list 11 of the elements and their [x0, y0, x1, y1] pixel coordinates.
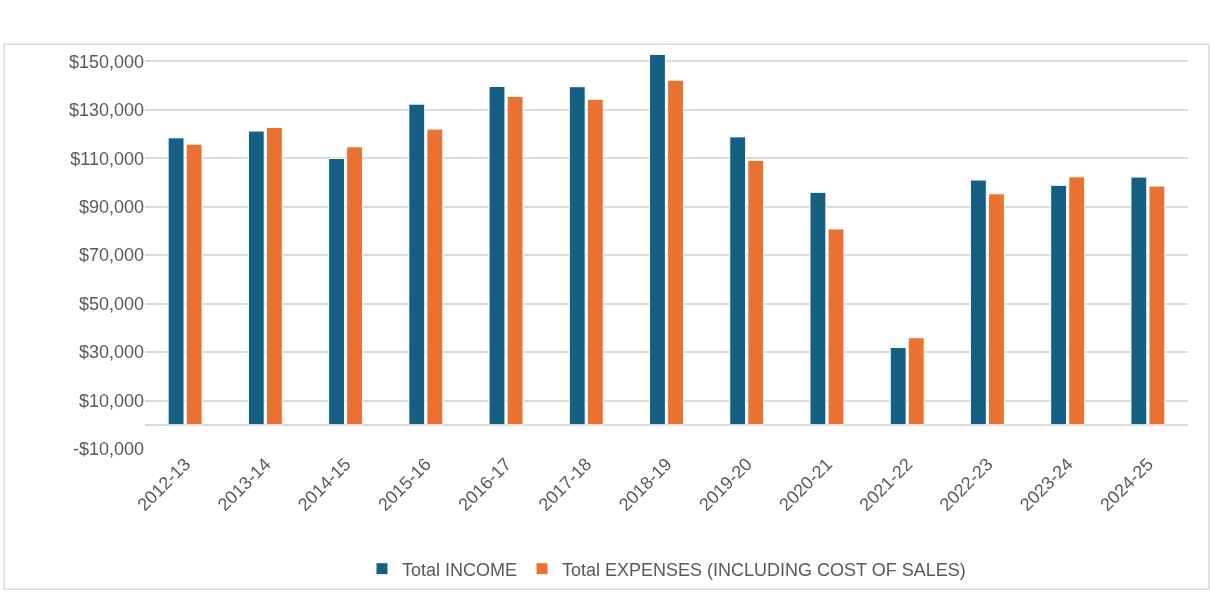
- y-tick-label: $110,000: [70, 148, 144, 169]
- y-tick-label: $10,000: [78, 390, 144, 411]
- y-tick-label: $130,000: [68, 100, 144, 121]
- y-tick-label: -$10,000: [72, 439, 144, 460]
- y-tick-label: $90,000: [78, 196, 144, 217]
- y-tick-label: $30,000: [78, 342, 144, 363]
- legend-label: Total EXPENSES (INCLUDING COST OF SALES): [562, 559, 966, 580]
- y-tick-label: $50,000: [78, 293, 144, 314]
- y-tick-label: $150,000: [68, 51, 144, 72]
- legend-label: Total INCOME: [402, 559, 518, 580]
- y-tick-label: $70,000: [78, 245, 144, 266]
